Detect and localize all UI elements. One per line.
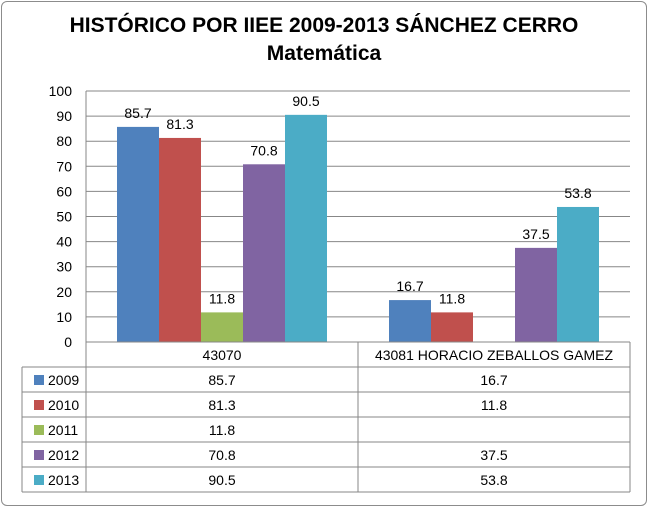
legend-swatch-2010 bbox=[34, 400, 44, 410]
table-category-header: 43081 HORACIO ZEBALLOS GAMEZ bbox=[375, 347, 614, 363]
bar-2010-2 bbox=[431, 312, 473, 342]
data-label: 11.8 bbox=[209, 290, 235, 306]
legend-label: 2010 bbox=[48, 397, 79, 413]
chart-title: HISTÓRICO POR IIEE 2009-2013 SÁNCHEZ CER… bbox=[69, 14, 579, 37]
bar-2012-2 bbox=[515, 247, 557, 342]
bar-2012-1 bbox=[243, 164, 285, 342]
y-tick-label: 60 bbox=[56, 183, 72, 199]
legend-swatch-2011 bbox=[34, 425, 44, 435]
legend-label: 2011 bbox=[48, 422, 78, 438]
y-tick-label: 20 bbox=[56, 284, 72, 300]
chart-title-block: HISTÓRICO POR IIEE 2009-2013 SÁNCHEZ CER… bbox=[0, 12, 648, 68]
data-label: 85.7 bbox=[124, 105, 151, 121]
bar-2011-1 bbox=[201, 312, 243, 342]
chart-subtitle: Matemática bbox=[266, 42, 382, 65]
y-tick-label: 10 bbox=[56, 309, 72, 325]
table-cell: 70.8 bbox=[208, 447, 235, 463]
y-tick-label: 0 bbox=[64, 334, 72, 350]
bar-2010-1 bbox=[159, 137, 201, 342]
table-cell: 90.5 bbox=[208, 472, 235, 488]
data-label: 37.5 bbox=[522, 226, 549, 242]
legend-label: 2013 bbox=[48, 472, 79, 488]
data-label: 70.8 bbox=[250, 142, 277, 158]
data-label: 11.8 bbox=[439, 290, 465, 306]
bar-2013-2 bbox=[557, 206, 599, 342]
y-tick-label: 90 bbox=[56, 108, 72, 124]
table-cell: 11.8 bbox=[209, 422, 235, 438]
table-cell: 16.7 bbox=[480, 372, 507, 388]
table-cell: 81.3 bbox=[208, 397, 235, 413]
data-label: 53.8 bbox=[564, 185, 591, 201]
table-cell: 53.8 bbox=[480, 472, 507, 488]
data-label: 90.5 bbox=[292, 93, 319, 109]
legend-label: 2009 bbox=[48, 372, 79, 388]
bar-2009-1 bbox=[117, 126, 159, 342]
legend-swatch-2012 bbox=[34, 450, 44, 460]
y-tick-label: 100 bbox=[49, 83, 73, 99]
bar-2013-1 bbox=[285, 114, 327, 342]
data-label: 16.7 bbox=[396, 278, 423, 294]
legend-swatch-2013 bbox=[34, 475, 44, 485]
y-tick-label: 30 bbox=[56, 259, 72, 275]
bar-2009-2 bbox=[389, 300, 431, 342]
y-tick-label: 80 bbox=[56, 133, 72, 149]
data-label: 81.3 bbox=[166, 116, 193, 132]
table-cell: 11.8 bbox=[481, 397, 507, 413]
table-category-header: 43070 bbox=[203, 347, 242, 363]
legend-label: 2012 bbox=[48, 447, 79, 463]
y-tick-label: 70 bbox=[56, 158, 72, 174]
table-cell: 37.5 bbox=[480, 447, 507, 463]
y-tick-label: 40 bbox=[56, 234, 72, 250]
legend-swatch-2009 bbox=[34, 375, 44, 385]
y-tick-label: 50 bbox=[56, 209, 72, 225]
table-cell: 85.7 bbox=[208, 372, 235, 388]
